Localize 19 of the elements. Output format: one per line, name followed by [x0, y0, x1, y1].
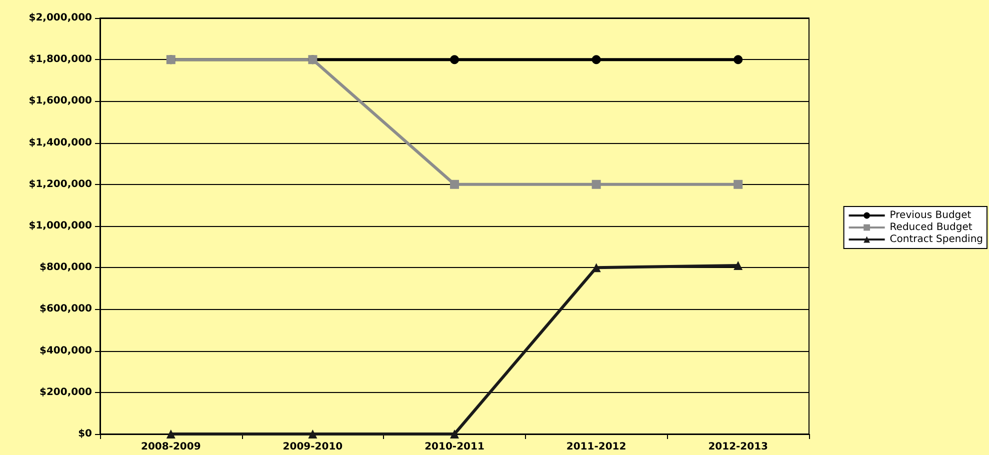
y-tick-label: $1,000,000 [28, 220, 92, 232]
legend-label: Contract Spending [890, 234, 984, 245]
y-tick-label: $800,000 [39, 262, 92, 274]
legend-label: Reduced Budget [890, 222, 972, 233]
y-tick-label: $1,600,000 [28, 96, 92, 107]
y-tick-label: $200,000 [39, 386, 92, 398]
legend-label: Previous Budget [890, 210, 972, 221]
x-tick-label: 2011-2012 [566, 442, 626, 452]
y-tick-label: $600,000 [39, 304, 92, 315]
y-tick-label: $1,200,000 [28, 178, 92, 190]
x-tick-label: 2010-2011 [424, 442, 484, 452]
y-tick-label: $400,000 [39, 345, 92, 356]
y-tick-label: $1,800,000 [28, 54, 92, 66]
x-tick-label: 2012-2013 [708, 442, 768, 452]
x-tick-label: 2008-2009 [140, 442, 201, 452]
x-tick-label: 2009-2010 [282, 442, 343, 452]
y-tick-label: $0 [78, 428, 92, 440]
y-tick-label: $1,400,000 [28, 137, 92, 148]
y-tick-label: $2,000,000 [28, 12, 92, 24]
